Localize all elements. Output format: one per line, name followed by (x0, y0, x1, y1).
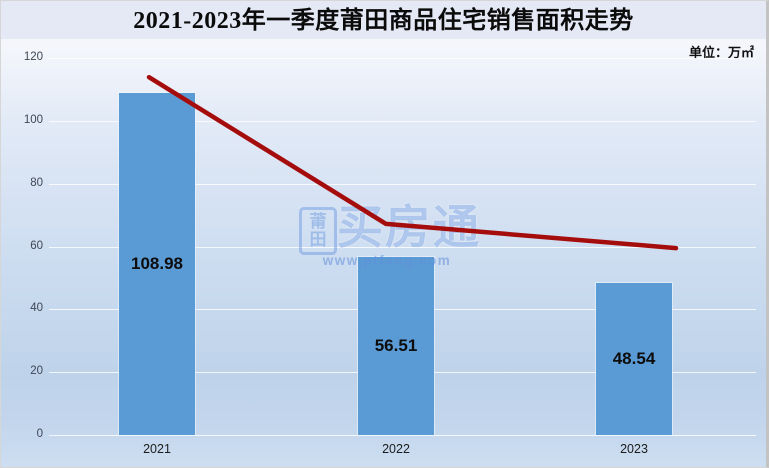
watermark-stamp-icon: 莆田 (299, 207, 337, 255)
y-tick-label: 80 (30, 176, 43, 189)
watermark-url: www.ptfang.com (322, 253, 452, 268)
bar: 48.54 (596, 282, 672, 435)
y-tick-label: 60 (30, 239, 43, 252)
bar-value-label: 108.98 (131, 253, 183, 273)
bar-value-label: 48.54 (612, 348, 656, 368)
gridline (49, 435, 756, 436)
x-axis-label: 2023 (620, 442, 648, 456)
bar: 108.98 (119, 92, 195, 435)
y-tick-label: 0 (36, 428, 43, 440)
unit-label: 单位：万㎡ (688, 45, 754, 60)
bar-value-label: 56.51 (374, 336, 418, 356)
y-tick-label: 120 (23, 51, 43, 63)
y-tick-label: 40 (30, 302, 43, 315)
bar: 56.51 (358, 257, 434, 435)
y-tick-label: 100 (23, 113, 43, 126)
x-axis-label: 2022 (382, 442, 410, 456)
gridline (49, 58, 756, 59)
x-axis-label: 2021 (143, 442, 171, 456)
y-tick-label: 20 (30, 365, 43, 378)
title-banner: 2021-2023年一季度莆田商品住宅销售面积走势 (1, 1, 766, 39)
watermark: 莆田 买房通 www.ptfang.com (299, 201, 481, 268)
chart-title: 2021-2023年一季度莆田商品住宅销售面积走势 (133, 8, 634, 34)
watermark-brand: 买房通 (337, 201, 481, 253)
